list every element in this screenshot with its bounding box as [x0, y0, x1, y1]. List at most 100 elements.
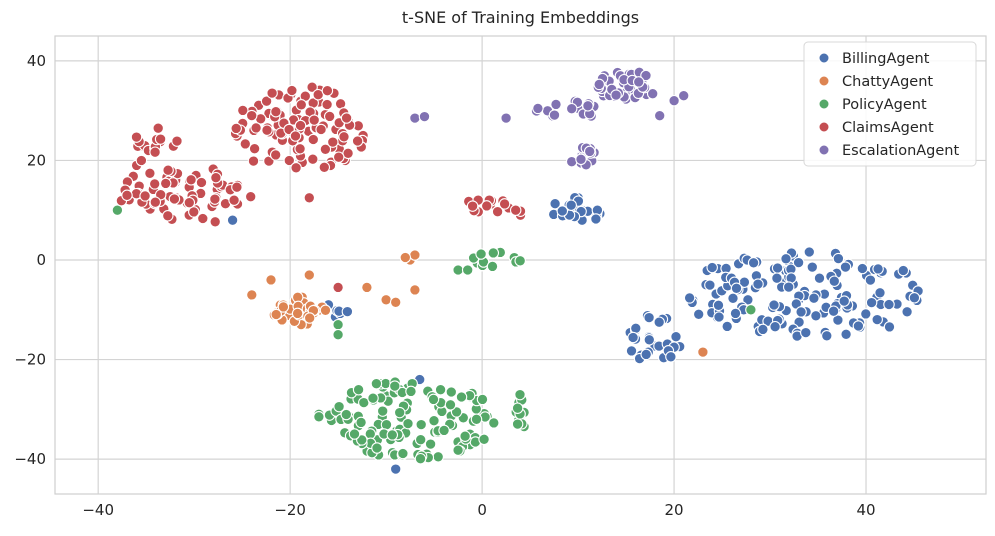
- data-point: [809, 293, 819, 303]
- data-point: [857, 263, 867, 273]
- data-point: [807, 262, 817, 272]
- data-point: [309, 115, 319, 125]
- legend-label: EscalationAgent: [842, 143, 959, 159]
- data-point: [112, 205, 122, 215]
- data-point: [210, 217, 220, 227]
- data-point: [746, 305, 756, 315]
- data-point: [232, 182, 242, 192]
- data-point: [487, 261, 497, 271]
- data-point: [479, 434, 489, 444]
- data-point: [169, 194, 179, 204]
- data-point: [278, 302, 288, 312]
- data-point: [460, 431, 470, 441]
- data-point: [730, 308, 740, 318]
- data-point: [446, 387, 456, 397]
- x-tick-label: 0: [477, 501, 487, 519]
- legend-marker: [819, 99, 829, 109]
- data-point: [247, 110, 257, 120]
- series-ClaimsAgent: [116, 82, 526, 293]
- legend-marker: [819, 122, 829, 132]
- data-point: [292, 308, 302, 318]
- data-point: [308, 154, 318, 164]
- x-tick-label: 40: [856, 501, 875, 519]
- data-point: [626, 346, 636, 356]
- data-point: [453, 265, 463, 275]
- data-point: [410, 285, 420, 295]
- data-point: [644, 335, 654, 345]
- data-point: [585, 146, 595, 156]
- data-point: [425, 439, 435, 449]
- data-point: [403, 418, 413, 428]
- data-point: [898, 265, 908, 275]
- data-point: [679, 91, 689, 101]
- data-point: [463, 265, 473, 275]
- data-point: [429, 416, 439, 426]
- data-point: [501, 113, 511, 123]
- data-point: [320, 305, 330, 315]
- data-point: [515, 389, 525, 399]
- data-point: [909, 293, 919, 303]
- data-point: [333, 282, 343, 292]
- data-point: [398, 448, 408, 458]
- data-point: [583, 101, 593, 111]
- data-point: [198, 213, 208, 223]
- data-point: [515, 256, 525, 266]
- data-point: [362, 282, 372, 292]
- data-point: [227, 215, 237, 225]
- data-point: [240, 139, 250, 149]
- data-point: [287, 85, 297, 95]
- data-point: [153, 123, 163, 133]
- data-point: [410, 113, 420, 123]
- data-point: [150, 147, 160, 157]
- data-point: [210, 194, 220, 204]
- data-point: [247, 290, 257, 300]
- legend-marker: [819, 76, 829, 86]
- data-point: [512, 403, 522, 413]
- chart-title: t-SNE of Training Embeddings: [402, 8, 639, 27]
- data-point: [796, 307, 806, 317]
- data-point: [319, 162, 329, 172]
- data-point: [453, 445, 463, 455]
- data-point: [163, 165, 173, 175]
- data-point: [641, 349, 651, 359]
- data-point: [476, 249, 486, 259]
- data-point: [155, 134, 165, 144]
- y-tick-label: 20: [27, 151, 46, 169]
- data-point: [445, 400, 455, 410]
- data-point: [248, 156, 258, 166]
- data-point: [391, 297, 401, 307]
- data-point: [511, 205, 521, 215]
- data-point: [753, 279, 763, 289]
- data-point: [698, 347, 708, 357]
- data-point: [714, 312, 724, 322]
- data-point: [671, 332, 681, 342]
- legend-label: BillingAgent: [842, 51, 930, 67]
- data-point: [328, 137, 338, 147]
- data-point: [865, 275, 875, 285]
- y-tick-label: 40: [27, 52, 46, 70]
- data-point: [266, 275, 276, 285]
- data-point: [758, 324, 768, 334]
- data-point: [290, 131, 300, 141]
- data-point: [322, 86, 332, 96]
- data-point: [291, 163, 301, 173]
- legend-label: ClaimsAgent: [842, 120, 934, 136]
- data-point: [666, 352, 676, 362]
- data-point: [316, 124, 326, 134]
- data-point: [873, 264, 883, 274]
- y-tick-label: 0: [36, 251, 46, 269]
- data-point: [576, 154, 586, 164]
- data-point: [884, 322, 894, 332]
- data-point: [322, 99, 332, 109]
- data-point: [416, 435, 426, 445]
- data-point: [456, 392, 466, 402]
- data-point: [833, 253, 843, 263]
- data-point: [305, 313, 315, 323]
- data-point: [229, 195, 239, 205]
- data-point: [781, 254, 791, 264]
- data-point: [591, 214, 601, 224]
- legend-label: ChattyAgent: [842, 74, 933, 90]
- points-layer: [112, 67, 923, 474]
- data-point: [172, 136, 182, 146]
